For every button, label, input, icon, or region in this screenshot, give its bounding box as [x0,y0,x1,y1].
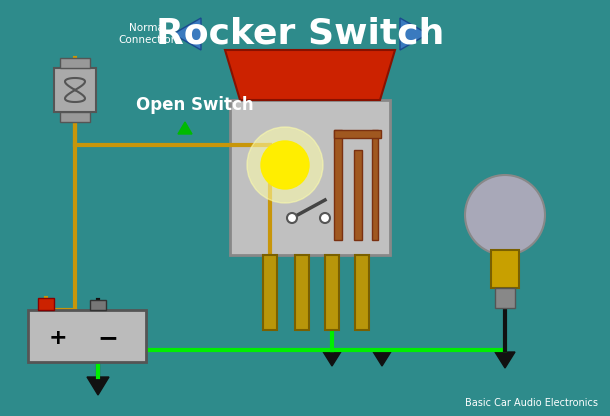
Bar [295,255,309,330]
Text: +: + [49,328,67,348]
Text: Rocker Switch: Rocker Switch [156,17,444,51]
Bar [28,310,146,362]
Text: Normal: Normal [129,23,167,33]
Bar [491,250,519,288]
Polygon shape [322,350,342,366]
Polygon shape [400,18,428,50]
Bar [60,112,90,122]
Circle shape [320,213,330,223]
Bar [354,150,362,240]
Bar [38,298,54,310]
Bar [372,130,378,240]
Circle shape [287,213,297,223]
Bar [495,288,515,308]
Bar [355,255,369,330]
Circle shape [247,127,323,203]
Bar [90,300,106,310]
Circle shape [465,175,545,255]
Circle shape [261,141,309,189]
Text: Basic Car Audio Electronics: Basic Car Audio Electronics [465,398,598,408]
Text: −: − [98,326,118,350]
Text: Connection: Connection [118,35,178,45]
Polygon shape [173,18,201,50]
Polygon shape [178,122,192,134]
Bar [325,255,339,330]
Bar [230,100,390,255]
Polygon shape [87,377,109,395]
Bar [263,255,277,330]
Polygon shape [495,352,515,368]
Text: Open Switch: Open Switch [136,96,254,114]
Bar [334,130,381,138]
Polygon shape [303,68,317,80]
Bar [60,58,90,68]
Bar [334,130,342,240]
Bar [54,68,96,112]
Polygon shape [225,50,395,100]
Polygon shape [372,350,392,366]
